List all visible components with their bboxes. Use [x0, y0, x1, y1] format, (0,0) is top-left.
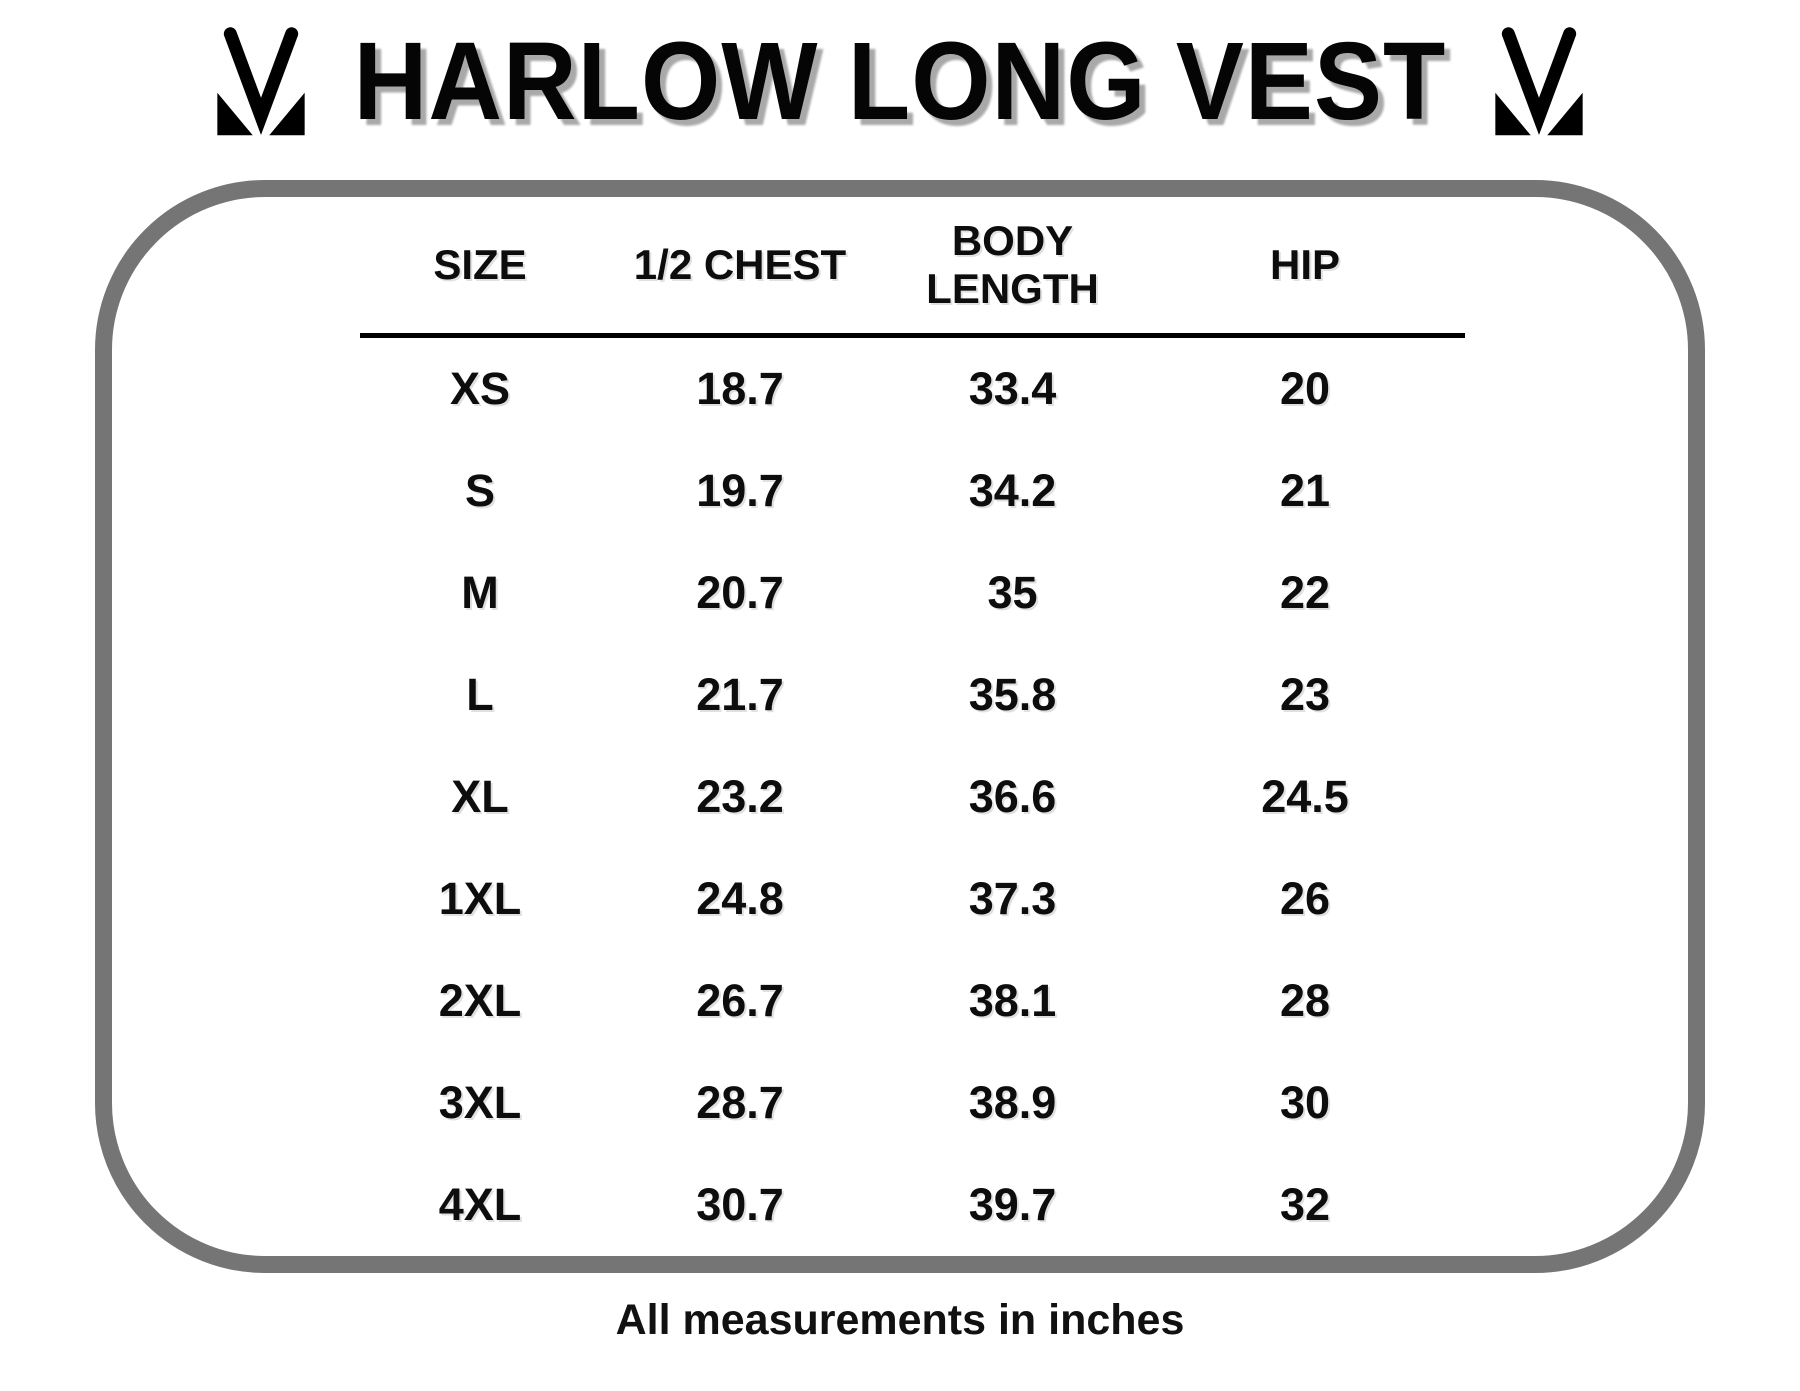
table-row: XL 23.2 36.6 24.5 — [360, 746, 1465, 848]
table-row: 3XL 28.7 38.9 30 — [360, 1052, 1465, 1154]
body-length-cell: 36.6 — [968, 771, 1057, 822]
body-length-cell: 35 — [987, 567, 1038, 618]
table-row: XS 18.7 33.4 20 — [360, 338, 1465, 440]
body-length-cell: 38.9 — [968, 1077, 1057, 1128]
column-header-half-chest: 1/2 CHEST — [633, 240, 847, 288]
body-length-cell: 38.1 — [968, 975, 1057, 1026]
measurements-note: All measurements in inches — [615, 1296, 1185, 1344]
hip-cell: 23 — [1279, 669, 1331, 720]
size-chart-panel — [95, 180, 1705, 1273]
size-cell: 1XL — [438, 873, 522, 924]
table-row: 4XL 30.7 39.7 32 — [360, 1154, 1465, 1256]
hip-cell: 32 — [1279, 1179, 1331, 1230]
half-chest-cell: 28.7 — [696, 1077, 784, 1128]
hip-cell: 26 — [1279, 873, 1331, 924]
size-cell: M — [461, 567, 499, 618]
body-length-cell: 37.3 — [968, 873, 1057, 924]
m-monogram-icon — [217, 27, 305, 136]
half-chest-cell: 20.7 — [696, 567, 784, 618]
hip-cell: 20 — [1279, 363, 1331, 414]
size-chart-table: SIZE 1/2 CHEST BODY LENGTH HIP XS 18.7 3… — [360, 197, 1465, 1256]
hip-cell: 21 — [1279, 465, 1331, 516]
column-header-body-length: BODY LENGTH — [926, 216, 1099, 312]
hip-cell: 30 — [1279, 1077, 1331, 1128]
size-cell: XS — [449, 363, 511, 414]
table-row: 1XL 24.8 37.3 26 — [360, 848, 1465, 950]
body-length-cell: 33.4 — [968, 363, 1057, 414]
half-chest-cell: 30.7 — [696, 1179, 784, 1230]
header: HARLOW LONG VEST — [0, 19, 1800, 142]
hip-cell: 24.5 — [1261, 771, 1349, 822]
table-row: M 20.7 35 22 — [360, 542, 1465, 644]
body-length-cell: 34.2 — [968, 465, 1057, 516]
m-monogram-icon — [1495, 27, 1583, 136]
column-header-size: SIZE — [433, 240, 527, 288]
hip-cell: 28 — [1279, 975, 1331, 1026]
size-cell: 4XL — [438, 1179, 522, 1230]
column-header-hip: HIP — [1269, 240, 1340, 288]
page-title: HARLOW LONG VEST — [353, 18, 1447, 143]
table-row: S 19.7 34.2 21 — [360, 440, 1465, 542]
size-cell: S — [464, 465, 495, 516]
size-cell: 2XL — [438, 975, 522, 1026]
half-chest-cell: 21.7 — [696, 669, 784, 720]
size-cell: 3XL — [438, 1077, 522, 1128]
half-chest-cell: 24.8 — [696, 873, 784, 924]
half-chest-cell: 23.2 — [696, 771, 784, 822]
hip-cell: 22 — [1279, 567, 1331, 618]
table-row: L 21.7 35.8 23 — [360, 644, 1465, 746]
half-chest-cell: 18.7 — [696, 363, 784, 414]
size-cell: L — [466, 669, 494, 720]
half-chest-cell: 19.7 — [696, 465, 784, 516]
half-chest-cell: 26.7 — [696, 975, 784, 1026]
table-row: 2XL 26.7 38.1 28 — [360, 950, 1465, 1052]
table-header-row: SIZE 1/2 CHEST BODY LENGTH HIP — [360, 197, 1465, 338]
body-length-cell: 39.7 — [968, 1179, 1057, 1230]
size-cell: XL — [451, 771, 509, 822]
body-length-cell: 35.8 — [968, 669, 1057, 720]
